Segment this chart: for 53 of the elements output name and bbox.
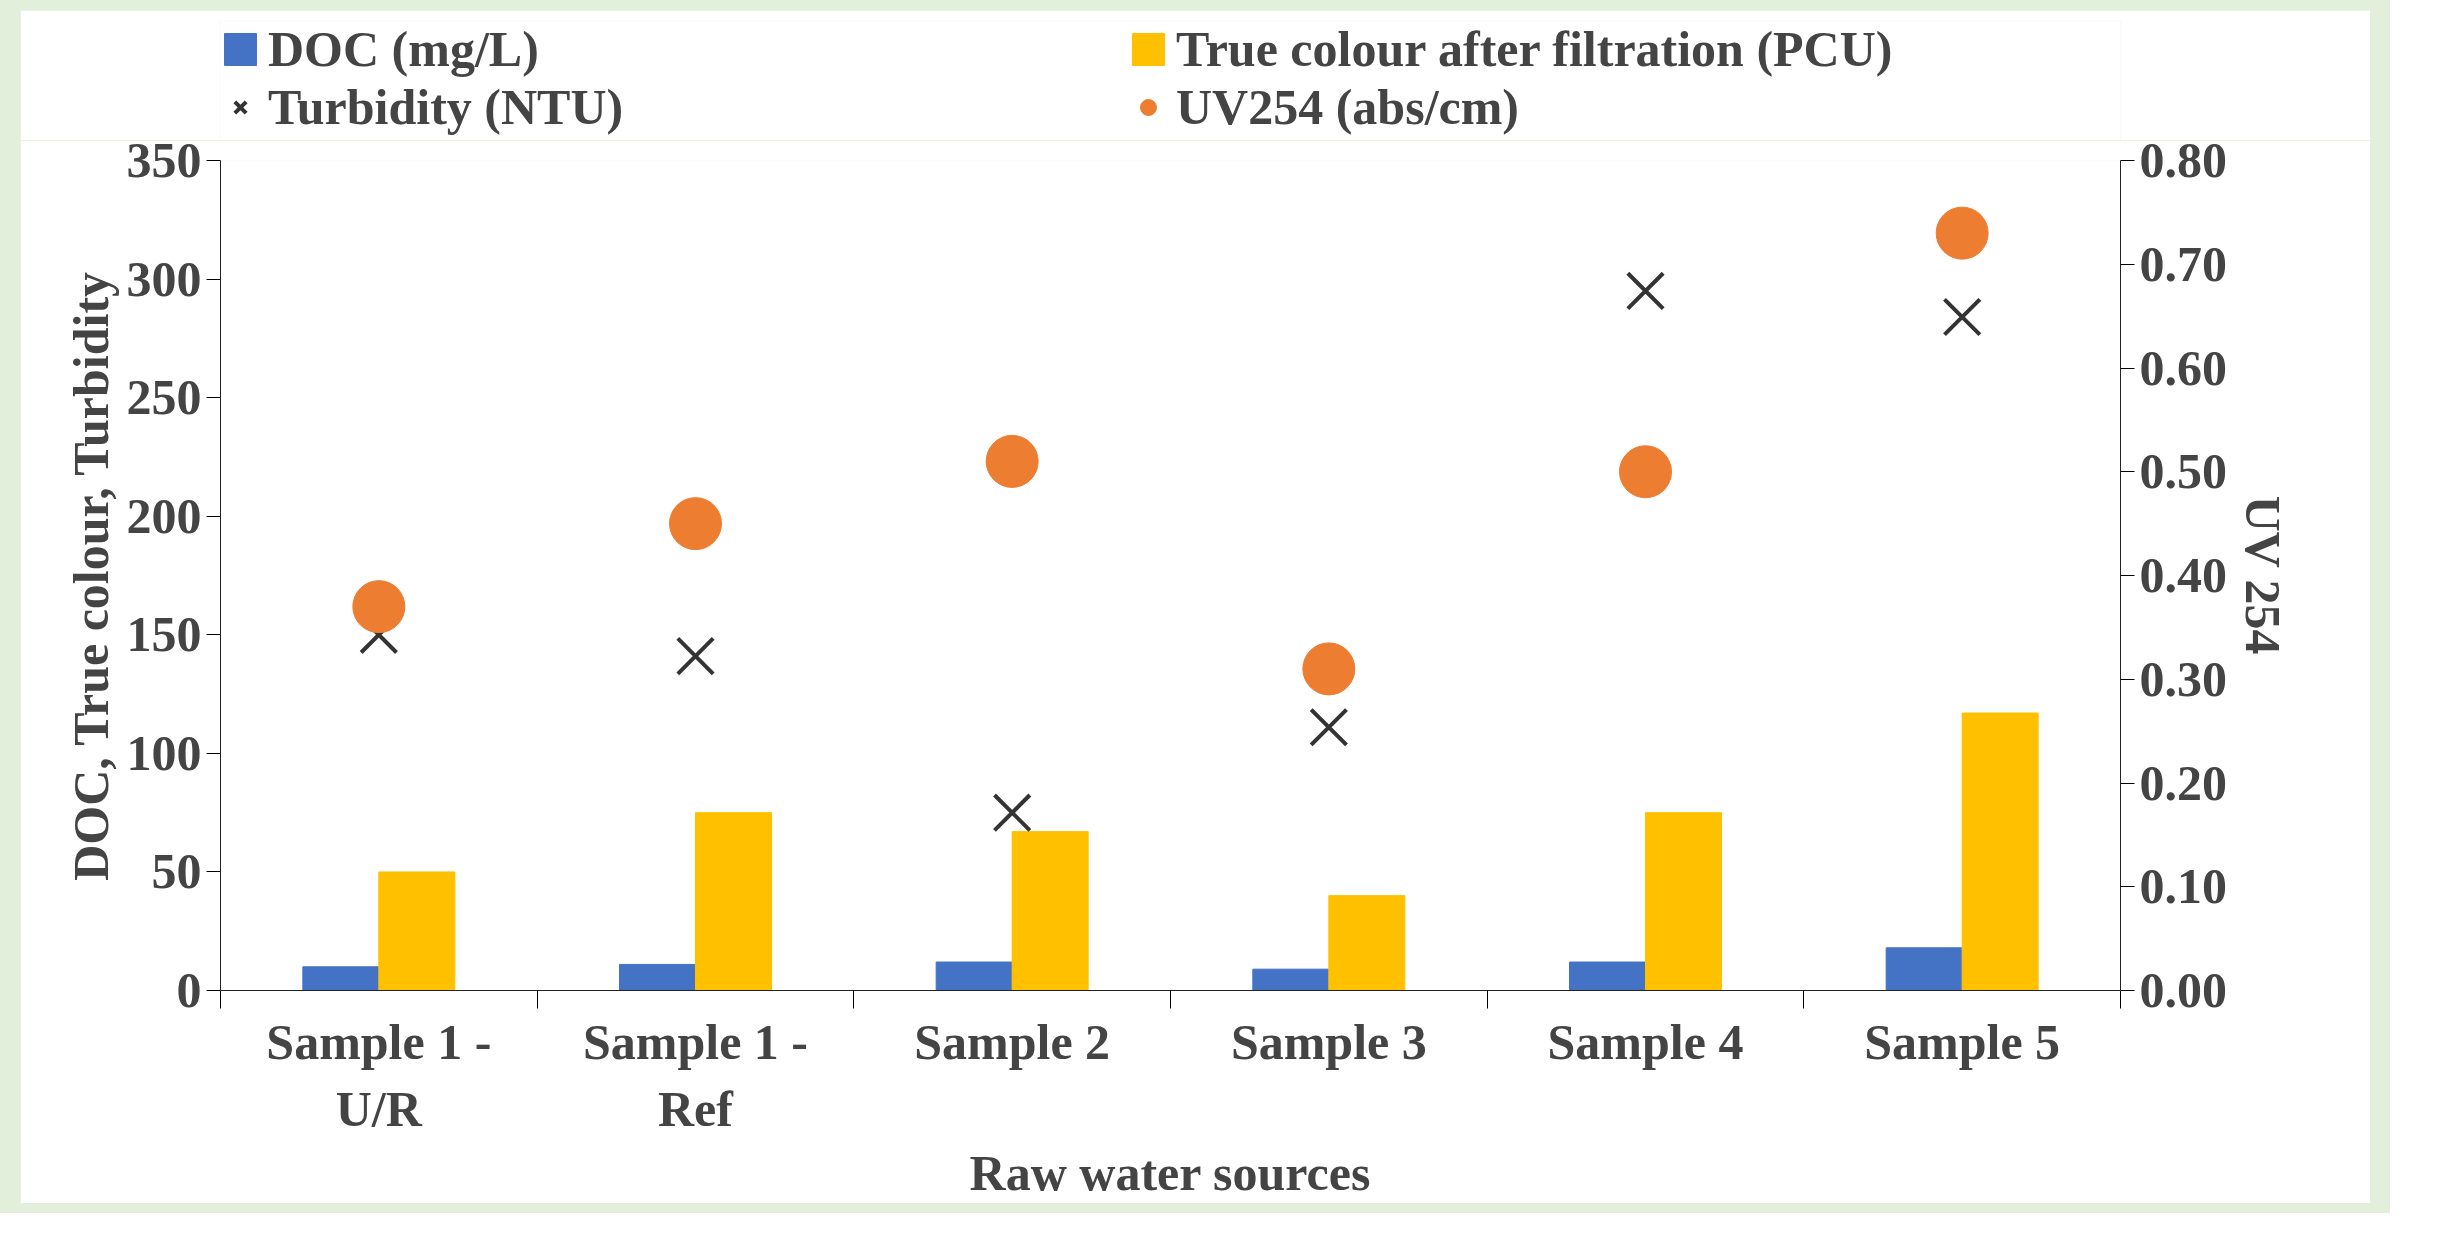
y2-axis-title: UV 254	[2235, 495, 2291, 655]
bar	[302, 966, 380, 991]
x-tick-label: Sample 2	[914, 1013, 1111, 1070]
y-tick-label: 50	[151, 843, 202, 900]
point	[1942, 297, 1982, 337]
x-tick-label: Sample 4	[1547, 1013, 1744, 1070]
bar	[1645, 812, 1722, 991]
point	[985, 434, 1039, 488]
point	[675, 636, 716, 676]
bar	[1328, 895, 1406, 991]
y-axis-title: DOC, True colour, Turbidity	[62, 271, 119, 881]
y-tick-label: 300	[126, 250, 202, 307]
point	[1309, 707, 1349, 747]
point	[1935, 206, 1989, 260]
y-tick-label: 200	[126, 487, 202, 544]
y2-tick-label: 0.40	[2139, 547, 2227, 603]
point	[1619, 445, 1672, 499]
point	[352, 580, 406, 634]
x-tick-label: Sample 1 - Ref	[583, 1013, 808, 1137]
legend-label: UV254 (abs/cm)	[1176, 78, 1521, 136]
legend-label: DOC (mg/L)	[268, 20, 540, 78]
bar	[1569, 961, 1646, 991]
x-tick-label: Sample 5	[1864, 1013, 2061, 1070]
bar	[1011, 831, 1089, 991]
y2-tick-label: 0.30	[2139, 650, 2227, 707]
y-tick-label: 350	[126, 132, 202, 188]
bar	[935, 961, 1013, 991]
y-tick-label: 100	[126, 724, 202, 781]
y2-tick-label: 0.20	[2139, 754, 2227, 811]
bar	[1885, 947, 1963, 991]
y2-tick-label: 0.70	[2139, 235, 2227, 292]
x-tick-label: Sample 1 - U/R	[266, 1013, 492, 1137]
y2-tick-label: 0.80	[2139, 132, 2227, 188]
point	[669, 497, 722, 551]
y2-tick-label: 0.00	[2139, 962, 2227, 1018]
point	[992, 792, 1032, 833]
y2-tick-label: 0.50	[2139, 443, 2227, 500]
point	[1302, 642, 1356, 696]
y-tick-label: 150	[126, 606, 202, 663]
bar	[695, 812, 772, 991]
legend-label: True colour after filtration (PCU)	[1176, 20, 1894, 78]
legend-label: Turbidity (NTU)	[268, 78, 625, 136]
bar	[1961, 712, 2039, 991]
y2-tick-label: 0.10	[2139, 858, 2227, 915]
bar	[619, 963, 696, 991]
bar	[1252, 968, 1330, 991]
x-axis-title: Raw water sources	[969, 1144, 1371, 1201]
x-tick-label: Sample 3	[1230, 1013, 1427, 1070]
bar	[378, 871, 456, 991]
point	[1625, 271, 1666, 311]
y2-tick-label: 0.60	[2139, 339, 2227, 396]
y-tick-label: 0	[176, 962, 202, 1018]
y-tick-label: 250	[126, 369, 202, 426]
